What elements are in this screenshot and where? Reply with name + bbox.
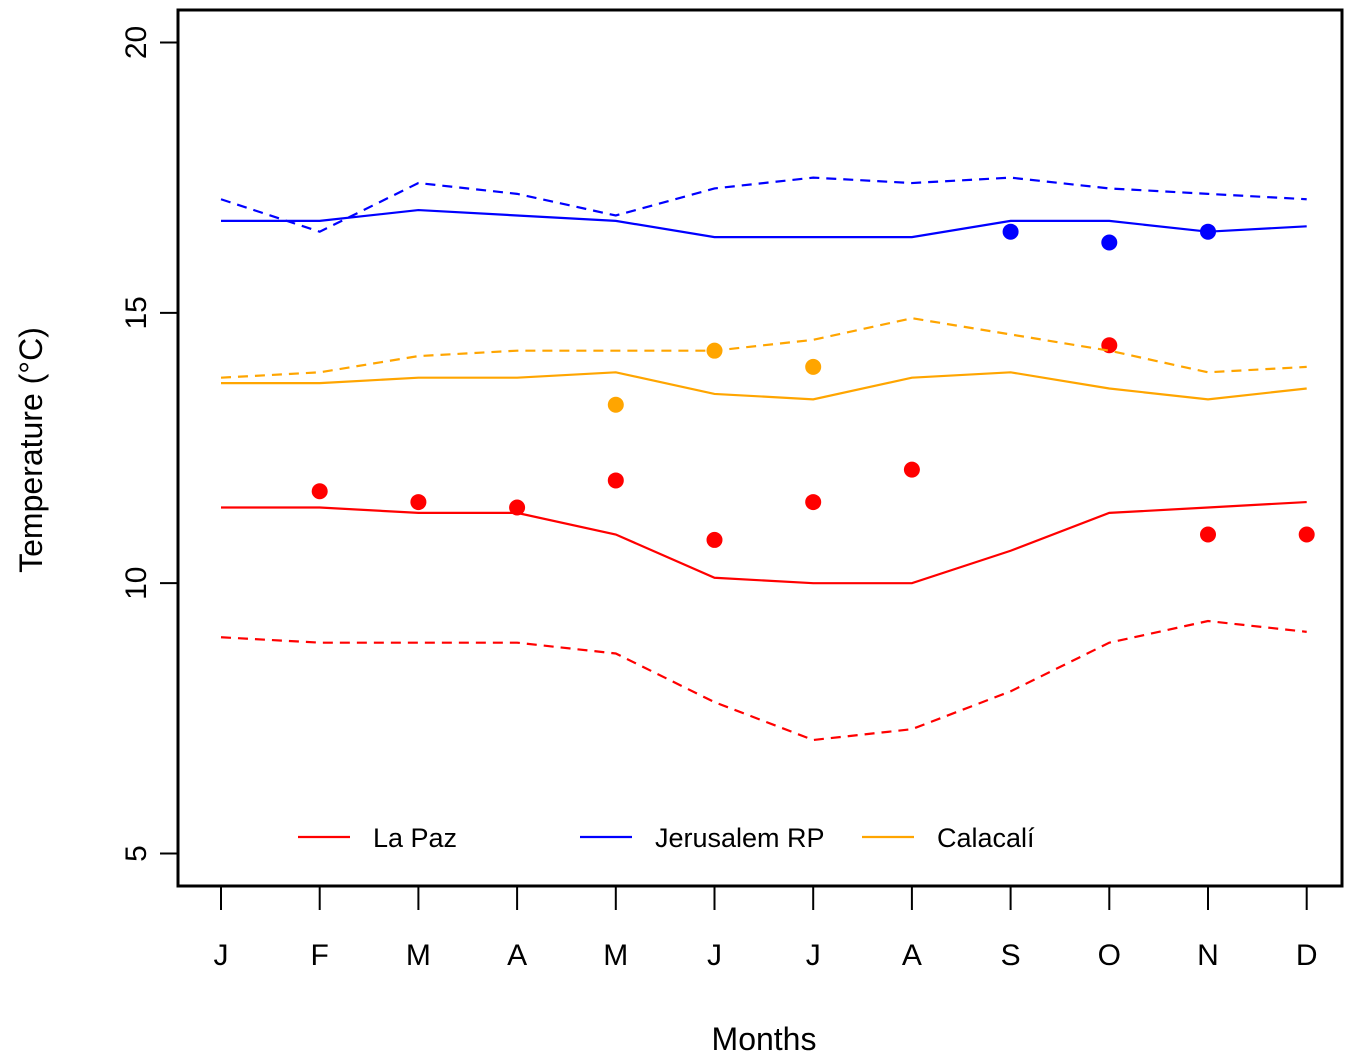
x-tick-label: O	[1098, 939, 1121, 972]
x-tick-label: J	[707, 939, 722, 972]
x-tick-label: A	[507, 939, 527, 972]
series-calacal-point	[607, 396, 624, 413]
y-tick-label: 5	[120, 845, 153, 862]
x-tick-label: D	[1296, 939, 1318, 972]
series-la-paz-point	[311, 483, 328, 500]
x-tick-label: N	[1197, 939, 1219, 972]
x-tick-label: J	[214, 939, 229, 972]
series-calacal-point	[706, 342, 723, 359]
x-axis-label: Months	[712, 1021, 817, 1053]
plot-frame	[176, 8, 1344, 888]
series-calacal-dashed-line	[220, 317, 1307, 379]
x-tick-label: M	[406, 939, 431, 972]
series-la-paz-point	[607, 472, 624, 489]
x-tick-label: F	[311, 939, 329, 972]
legend-label: La Paz	[373, 823, 457, 853]
series-jerusalem-rp-point	[1101, 234, 1118, 251]
series-calacal-solid-line	[221, 371, 1307, 401]
series-la-paz-dashed-line	[220, 619, 1307, 742]
series-la-paz-point	[1298, 526, 1315, 543]
series-la-paz-point	[509, 499, 526, 516]
series-la-paz-point	[1200, 526, 1216, 543]
series-jerusalem-rp-point	[1200, 223, 1216, 240]
series-jerusalem-rp-point	[1002, 223, 1019, 240]
y-tick-label: 10	[120, 566, 153, 599]
y-tick-label: 15	[120, 296, 153, 329]
legend-label: Jerusalem RP	[655, 823, 825, 853]
series-la-paz-point	[805, 494, 822, 511]
series-jerusalem-rp-dashed-line	[220, 176, 1307, 233]
x-tick-label: S	[1001, 939, 1021, 972]
x-tick-label: M	[603, 939, 628, 972]
series-la-paz-solid-line	[221, 500, 1307, 585]
x-tick-label: A	[902, 939, 922, 972]
series-la-paz-point	[410, 494, 427, 511]
series-jerusalem-rp-solid-line	[221, 208, 1307, 239]
legend-label: Calacalí	[937, 823, 1035, 853]
y-axis-label: Temperature (°C)	[13, 327, 49, 573]
legend: La Paz Jerusalem RP Calacalí	[298, 823, 1035, 853]
y-tick-label: 20	[120, 26, 153, 59]
series-la-paz-point	[903, 461, 920, 478]
y-axis: 5 10 15 20	[120, 26, 178, 862]
series-calacal-point	[805, 358, 822, 375]
x-tick-label: J	[806, 939, 821, 972]
series-layer	[220, 176, 1315, 742]
series-la-paz-point	[706, 531, 723, 548]
